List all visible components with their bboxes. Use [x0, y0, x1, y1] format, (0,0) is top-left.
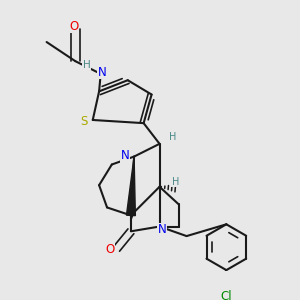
Text: H: H [82, 60, 90, 70]
Text: O: O [69, 20, 78, 33]
Text: O: O [105, 243, 114, 256]
Text: N: N [98, 66, 107, 79]
Text: Cl: Cl [220, 290, 232, 300]
Text: H: H [172, 177, 179, 187]
Polygon shape [127, 157, 135, 216]
Polygon shape [130, 211, 134, 221]
Text: S: S [80, 115, 88, 128]
Text: N: N [121, 149, 130, 162]
Text: N: N [158, 223, 167, 236]
Text: H: H [169, 132, 176, 142]
